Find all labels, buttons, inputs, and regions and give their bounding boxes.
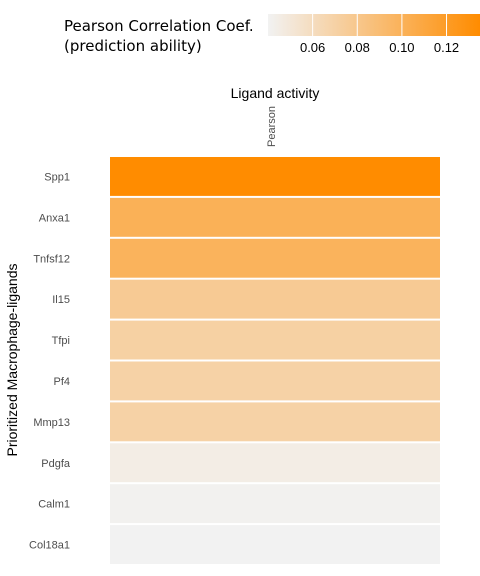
row-label: Il15 — [52, 294, 70, 306]
legend-title-line2: (prediction ability) — [64, 37, 202, 55]
row-label: Tnfsf12 — [33, 253, 70, 265]
row-label: Pdgfa — [41, 458, 71, 470]
row-label: Anxa1 — [39, 212, 70, 224]
row-label: Pf4 — [53, 376, 70, 388]
column-label: Pearson — [266, 106, 278, 147]
heatmap-cell — [110, 157, 440, 196]
heatmap-cell — [110, 238, 440, 278]
heatmap-cell — [110, 484, 440, 524]
row-label: Calm1 — [38, 499, 70, 511]
row-label: Col18a1 — [29, 540, 70, 552]
legend-ticks: 0.06 0.08 0.10 0.12 — [300, 14, 459, 55]
heatmap-cells — [110, 157, 440, 564]
legend-tick-label: 0.12 — [434, 40, 459, 55]
heatmap-cell — [110, 402, 440, 442]
heatmap-cell — [110, 361, 440, 401]
heatmap-cell — [110, 320, 440, 360]
heatmap-cell — [110, 525, 440, 564]
legend-title-line1: Pearson Correlation Coef. — [64, 17, 254, 35]
legend-tick-label: 0.06 — [300, 40, 325, 55]
legend-title: Pearson Correlation Coef. (prediction ab… — [64, 16, 254, 56]
row-label: Tfpi — [52, 335, 70, 347]
row-label: Spp1 — [44, 171, 70, 183]
legend-colorbar — [268, 14, 480, 36]
row-labels: Spp1 Anxa1 Tnfsf12 Il15 Tfpi Pf4 Mmp13 Pdgfa Cal… — [29, 171, 71, 551]
legend-tick-label: 0.08 — [345, 40, 370, 55]
chart-title: Ligand activity — [231, 85, 320, 101]
heatmap-cell — [110, 443, 440, 483]
heatmap-cell — [110, 279, 440, 319]
legend-tick-label: 0.10 — [389, 40, 414, 55]
row-label: Mmp13 — [33, 417, 70, 429]
heatmap-cell — [110, 197, 440, 237]
y-axis-label: Prioritized Macrophage-ligands — [4, 264, 20, 457]
